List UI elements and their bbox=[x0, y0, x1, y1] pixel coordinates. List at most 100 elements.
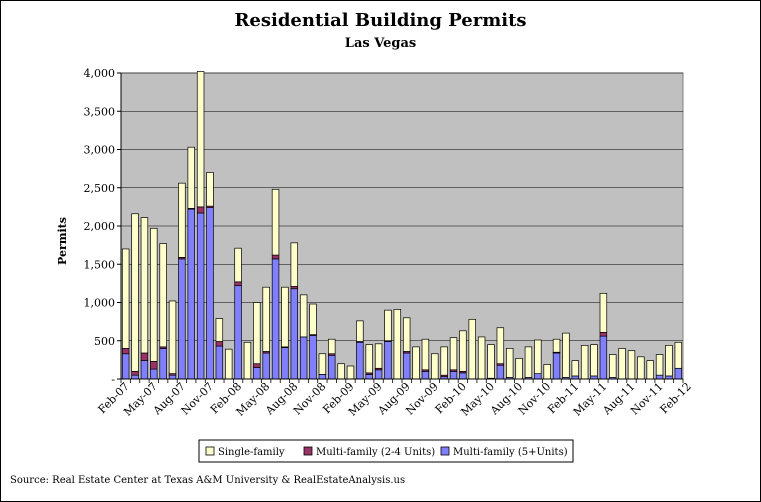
bar-segment-multi-family-5plus bbox=[253, 367, 261, 380]
legend-swatch-multi-family-5plus bbox=[440, 446, 450, 456]
bar-segment-multi-family-5plus bbox=[131, 374, 139, 380]
bar-segment-multi-family-5plus bbox=[534, 373, 542, 380]
bar-segment-single-family bbox=[309, 303, 317, 335]
bar-segment-single-family bbox=[159, 243, 167, 348]
bar-segment-single-family bbox=[402, 317, 411, 352]
bar-segment-multi-family-5plus bbox=[215, 345, 224, 380]
bar-segment-multi-family-2-4 bbox=[131, 371, 139, 376]
y-axis-label: Permits bbox=[56, 217, 69, 265]
y-axis: - 500 1,000 1,500 2,000 2,500 3,000 3,500 4,000 bbox=[84, 67, 122, 386]
bar-segment-single-family bbox=[674, 341, 683, 369]
x-tick-label: Feb-12 bbox=[658, 380, 694, 416]
bar-segment-single-family bbox=[543, 364, 551, 380]
bar-segment-single-family bbox=[562, 332, 570, 378]
bar-segment-multi-family-5plus bbox=[271, 258, 280, 380]
bar-segment-single-family bbox=[590, 344, 598, 377]
bar-segment-single-family bbox=[384, 309, 392, 342]
bar-segment-multi-family-5plus bbox=[299, 336, 308, 380]
bar-segment-single-family bbox=[178, 182, 186, 258]
bar-segment-single-family bbox=[262, 286, 270, 352]
bar-segment-single-family bbox=[131, 213, 139, 372]
x-axis: Feb-07May-07Aug-07Nov-07Feb-08May-08Aug-… bbox=[96, 378, 694, 419]
bar-segment-multi-family-5plus bbox=[309, 335, 317, 380]
bar-segment-multi-family-5plus bbox=[552, 352, 561, 380]
bar-segment-multi-family-5plus bbox=[290, 288, 299, 380]
y-tick-label: - bbox=[111, 373, 115, 386]
bar-segment-single-family bbox=[365, 344, 373, 374]
bar-segment-single-family bbox=[524, 346, 533, 378]
y-tick-label: 2,500 bbox=[84, 182, 116, 195]
bar-segment-single-family bbox=[328, 338, 336, 355]
bar-segment-single-family bbox=[393, 309, 402, 380]
gridlines bbox=[121, 72, 683, 342]
bar-segment-multi-family-2-4 bbox=[271, 254, 280, 260]
bar-segment-single-family bbox=[243, 341, 252, 380]
bar-segment-single-family bbox=[487, 344, 495, 379]
bar-segment-multi-family-5plus bbox=[281, 347, 289, 380]
bar-segment-single-family bbox=[627, 350, 636, 380]
bar-segment-single-family bbox=[412, 346, 420, 380]
bar-segment-multi-family-5plus bbox=[140, 360, 149, 380]
bar-segment-single-family bbox=[571, 360, 580, 377]
bar-segment-single-family bbox=[224, 348, 233, 380]
bar-segment-single-family bbox=[234, 247, 242, 283]
bar-segment-single-family bbox=[281, 286, 289, 348]
source-note: Source: Real Estate Center at Texas A&M … bbox=[10, 475, 406, 486]
bar-segment-single-family bbox=[552, 338, 561, 353]
bar-segment-single-family bbox=[271, 188, 280, 256]
bar-segment-multi-family-2-4 bbox=[140, 352, 149, 361]
bar-segment-single-family bbox=[646, 360, 654, 380]
legend-swatch-single-family bbox=[205, 446, 215, 456]
legend-label-multi-family-2-4: Multi-family (2-4 Units) bbox=[316, 447, 435, 458]
legend-multi-family-2-4: Multi-family (2-4 Units) bbox=[303, 446, 435, 458]
bar-segment-multi-family-5plus bbox=[262, 352, 270, 380]
bar-segment-multi-family-2-4 bbox=[150, 361, 158, 370]
bar-segment-multi-family-5plus bbox=[365, 374, 373, 380]
y-tick-label: 500 bbox=[94, 335, 115, 348]
bar-segment-single-family bbox=[290, 242, 299, 287]
bar-segment-single-family bbox=[515, 357, 523, 380]
bar-segment-single-family bbox=[150, 227, 158, 362]
bar-segment-multi-family-5plus bbox=[384, 341, 392, 380]
bar-segment-single-family bbox=[431, 353, 439, 380]
bar-segment-multi-family-5plus bbox=[655, 374, 664, 380]
bar-segment-multi-family-5plus bbox=[318, 374, 327, 380]
legend-multi-family-5plus: Multi-family (5+Units) bbox=[440, 446, 568, 458]
bar-segment-single-family bbox=[299, 294, 308, 338]
bar-segment-multi-family-5plus bbox=[374, 369, 383, 380]
bar-segment-multi-family-5plus bbox=[599, 335, 608, 380]
bar-segment-multi-family-2-4 bbox=[215, 341, 224, 347]
bar-segment-multi-family-5plus bbox=[168, 374, 177, 380]
bar-segment-single-family bbox=[337, 363, 345, 380]
bar-segment-single-family bbox=[206, 172, 214, 207]
bar-segment-single-family bbox=[421, 338, 430, 371]
bar-segment-multi-family-5plus bbox=[449, 371, 458, 380]
bar-segment-multi-family-5plus bbox=[150, 368, 158, 380]
bar-segment-multi-family-5plus bbox=[421, 371, 430, 380]
bar-segment-single-family bbox=[318, 353, 327, 375]
legend-box bbox=[198, 439, 574, 463]
bar-segment-single-family bbox=[253, 302, 261, 365]
bar-segment-single-family bbox=[599, 292, 608, 333]
bar-segment-multi-family-5plus bbox=[206, 207, 214, 380]
bar-segment-single-family bbox=[449, 337, 458, 371]
bar-segment-multi-family-2-4 bbox=[196, 206, 205, 214]
y-tick-label: 4,000 bbox=[84, 67, 116, 80]
bar-segment-single-family bbox=[609, 354, 617, 378]
y-tick-label: 2,000 bbox=[84, 220, 116, 233]
bar-segment-single-family bbox=[215, 318, 224, 342]
bar-segment-single-family bbox=[356, 320, 364, 342]
bar-segment-single-family bbox=[168, 300, 177, 374]
bar-segment-multi-family-2-4 bbox=[599, 331, 608, 337]
bar-segment-multi-family-5plus bbox=[496, 364, 505, 380]
bar-segment-single-family bbox=[121, 248, 130, 349]
bar-segment-single-family bbox=[665, 344, 673, 377]
bar-segment-single-family bbox=[655, 354, 664, 376]
bar-segment-multi-family-5plus bbox=[459, 372, 467, 380]
bar-segment-single-family bbox=[580, 344, 589, 380]
bar-segment-multi-family-5plus bbox=[234, 285, 242, 380]
y-tick-label: 3,000 bbox=[84, 144, 116, 157]
bar-segment-single-family bbox=[140, 217, 149, 354]
y-tick-label: 1,000 bbox=[84, 297, 116, 310]
